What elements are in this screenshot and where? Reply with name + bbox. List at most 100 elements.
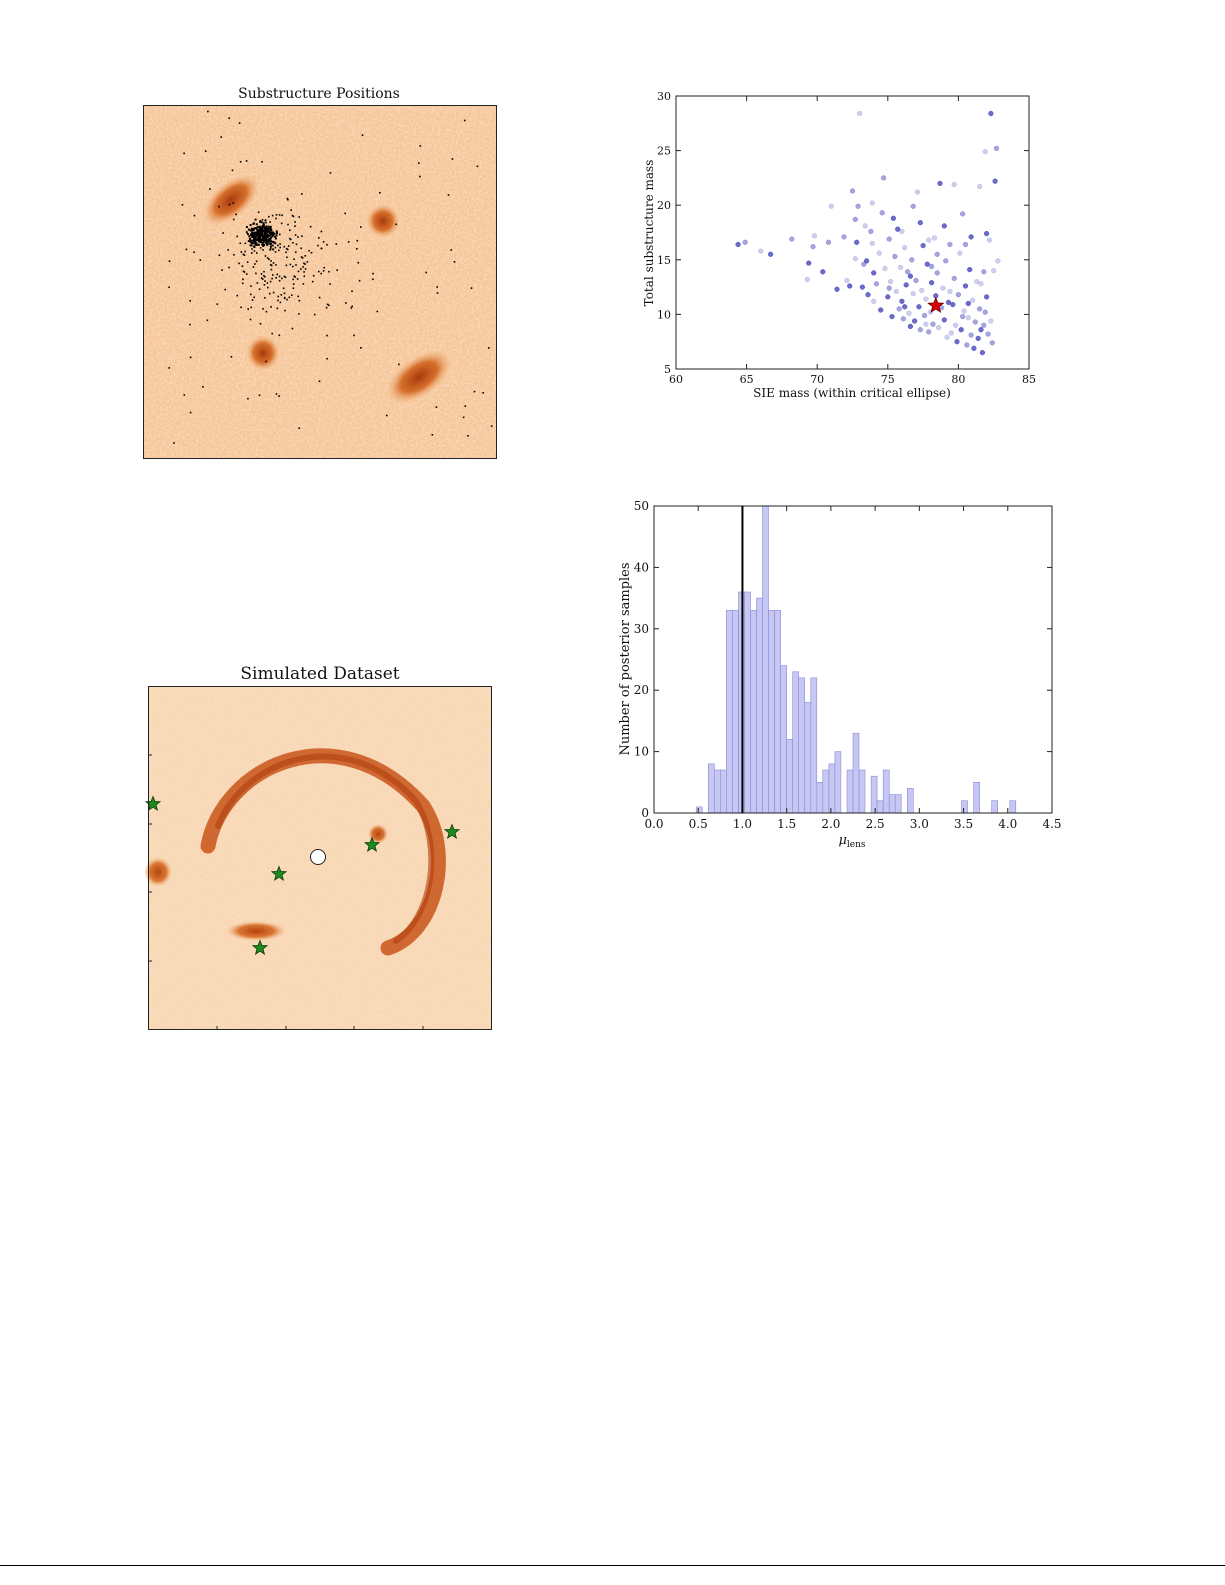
lensed-image-upper-right [366, 204, 400, 238]
substructure-point [262, 225, 265, 228]
substructure-point [206, 319, 209, 322]
substructure-point [286, 248, 289, 251]
substructure-point [262, 241, 265, 244]
substructure-point [272, 274, 274, 276]
scatter-point [965, 300, 971, 307]
substructure-point [298, 427, 300, 429]
scatter-point [825, 239, 832, 245]
scatter-point [844, 277, 850, 284]
scatter-point [904, 269, 911, 275]
scatter-point [926, 329, 932, 335]
substructure-point [249, 229, 251, 232]
scatter-point [947, 241, 953, 248]
substructure-point [304, 255, 306, 257]
substructure-point [236, 235, 238, 238]
substructure-point [250, 241, 253, 244]
substructure-point [283, 245, 286, 248]
scatter-point [955, 292, 962, 298]
substructure-point [280, 294, 283, 296]
scatter-point [820, 269, 826, 275]
substructure-point [320, 272, 322, 275]
substructure-point [425, 271, 427, 274]
substructure-point [185, 248, 188, 251]
scatter-point [902, 304, 908, 310]
scatter-point [917, 220, 923, 226]
substructure-point [297, 270, 300, 273]
scatter-point [978, 327, 984, 333]
substructure-point [247, 240, 250, 243]
substructure-point [269, 221, 271, 223]
substructure-point [254, 263, 256, 265]
scatter-point [945, 299, 952, 306]
substructure-point [279, 243, 281, 245]
substructure-point [482, 392, 484, 394]
substructure-point [245, 231, 248, 234]
substructure-point [246, 261, 249, 263]
substructure-point [318, 237, 320, 239]
scatter-point [806, 260, 812, 266]
substructure-point [263, 284, 266, 286]
scatter-point [879, 210, 885, 216]
substructure-point [193, 214, 196, 217]
scatter-point [899, 228, 905, 235]
substructure-point [304, 268, 307, 270]
scatter-point [978, 281, 984, 287]
substructure-point [264, 233, 266, 236]
substructure-point [329, 172, 332, 174]
scatter-point [983, 294, 990, 300]
scatter-point [934, 251, 940, 257]
substructure-point [209, 188, 211, 190]
substructure-point [303, 262, 305, 265]
substructure-point [248, 235, 251, 238]
substructure-point [243, 254, 246, 256]
scatter-point [882, 265, 888, 272]
substructure-point [462, 416, 465, 419]
histogram-bar [786, 739, 793, 814]
substructure-point [320, 230, 323, 233]
substructure-point [253, 232, 255, 235]
scatter-point [876, 250, 882, 256]
substructure-point [218, 205, 220, 208]
substructure-point [326, 243, 328, 246]
scatter-x-tick-label: 75 [881, 373, 895, 386]
scatter-point [947, 288, 953, 295]
substructure-point [266, 236, 269, 239]
histogram-panel: 0.0 0.5 1.0 1.5 2.0 2.5 3.0 3.5 4.0 4.5 0 10 20 30 40 5… [612, 496, 1062, 852]
substructure-point [313, 313, 316, 316]
substructure-point [258, 229, 261, 232]
substructure-point [257, 243, 260, 246]
substructure-point [271, 214, 274, 217]
scatter-point [847, 283, 853, 289]
substructure-point [269, 245, 272, 248]
scatter-point [869, 200, 875, 206]
substructure-point [259, 322, 262, 325]
substructure-point [251, 248, 253, 250]
substructure-point [267, 228, 270, 231]
substructure-point [335, 243, 338, 245]
substructure-point [168, 286, 170, 289]
simulated-dataset-map [144, 686, 492, 1030]
substructure-point [288, 237, 291, 240]
substructure-point [264, 297, 266, 299]
histogram-x-label-symbol: μ [838, 833, 846, 848]
lensed-knot-left-edge [144, 857, 172, 887]
substructure-point [345, 302, 347, 304]
scatter-point [920, 242, 926, 249]
substructure-point [242, 253, 245, 256]
scatter-point [735, 241, 741, 248]
substructure-point [267, 227, 269, 230]
histogram-bar [991, 800, 999, 814]
scatter-point [930, 321, 936, 327]
scatter-x-tick-label: 85 [1022, 373, 1036, 386]
scatter-point [975, 335, 981, 342]
substructure-point [284, 309, 286, 312]
histogram-frame [653, 505, 1053, 814]
histogram-x-tick-label: 1.5 [777, 817, 796, 831]
substructure-point [204, 150, 207, 152]
substructure-point [269, 263, 272, 266]
histogram-bar [774, 610, 781, 814]
substructure-point [249, 318, 252, 321]
substructure-point [286, 298, 288, 301]
lens-center-marker [310, 849, 326, 865]
substructure-point [255, 232, 258, 235]
